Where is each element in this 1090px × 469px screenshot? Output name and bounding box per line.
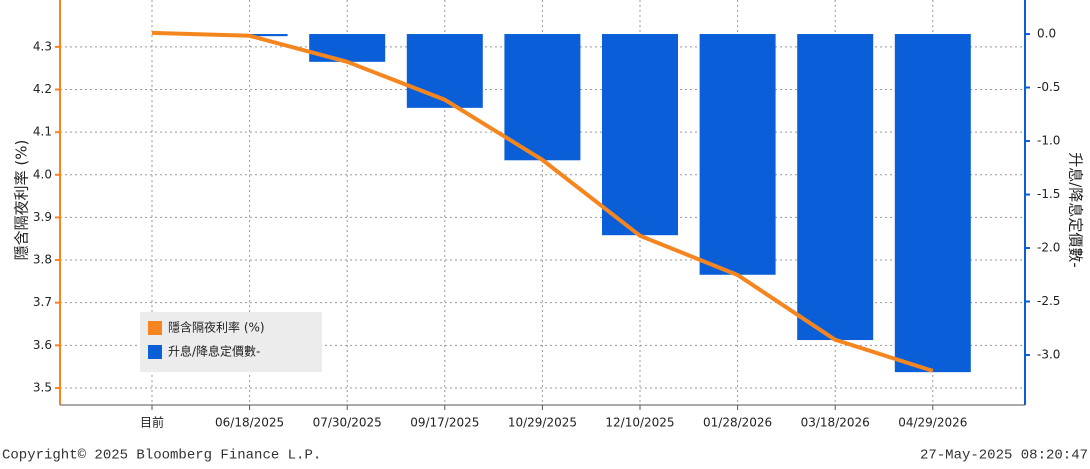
y-tick-label: 4.2 <box>33 82 52 96</box>
x-tick-label: 01/28/2026 <box>703 416 772 430</box>
x-tick-label: 目前 <box>140 415 164 430</box>
bar <box>602 34 678 236</box>
x-tick-label: 12/10/2025 <box>605 416 674 430</box>
legend-box <box>140 312 322 372</box>
y2-axis-label: 升息/降息定價數- <box>1067 152 1085 267</box>
footer-left: Copyright© 2025 Bloomberg Finance L.P. <box>2 448 321 464</box>
y-tick-label: 3.9 <box>33 210 52 224</box>
y-tick-label: 3.5 <box>33 380 52 394</box>
x-tick-label: 04/29/2026 <box>898 416 967 430</box>
y-tick-label: 4.3 <box>33 39 52 53</box>
x-tick-label: 03/18/2026 <box>801 416 870 430</box>
y2-tick-label: 0.0 <box>1037 27 1056 41</box>
y2-tick-label: -2.0 <box>1037 241 1060 255</box>
bar <box>894 34 971 373</box>
bar <box>797 34 874 341</box>
legend-swatch <box>148 345 162 359</box>
bar <box>699 34 776 275</box>
bar <box>406 34 483 108</box>
y-tick-label: 3.6 <box>33 338 52 352</box>
legend-label: 升息/降息定價數- <box>168 344 260 359</box>
bar <box>309 34 386 62</box>
x-tick-label: 09/17/2025 <box>410 416 479 430</box>
y-tick-label: 3.8 <box>33 253 52 267</box>
y2-tick-label: -2.5 <box>1037 294 1060 308</box>
legend-label: 隱含隔夜利率 (%) <box>168 320 265 335</box>
y2-tick-label: -3.0 <box>1037 348 1060 362</box>
y2-tick-label: -1.5 <box>1037 187 1060 201</box>
line <box>151 30 934 373</box>
y2-tick-label: -1.0 <box>1037 134 1060 148</box>
footer-right: 27-May-2025 08:20:47 <box>920 448 1088 464</box>
y-axis-label: 隱含隔夜利率 (%) <box>13 140 31 261</box>
legend: 隱含隔夜利率 (%) 升息/降息定價數- <box>140 312 322 372</box>
y-tick-label: 3.7 <box>33 295 52 309</box>
y2-tick-label: -0.5 <box>1037 80 1060 94</box>
legend-swatch <box>148 321 162 335</box>
x-tick-label: 06/18/2025 <box>215 416 284 430</box>
x-tick-label: 10/29/2025 <box>508 416 577 430</box>
y-tick-label: 4.0 <box>33 167 52 181</box>
bar <box>504 34 581 161</box>
x-tick-label: 07/30/2025 <box>313 416 382 430</box>
y-tick-label: 4.1 <box>33 125 52 139</box>
